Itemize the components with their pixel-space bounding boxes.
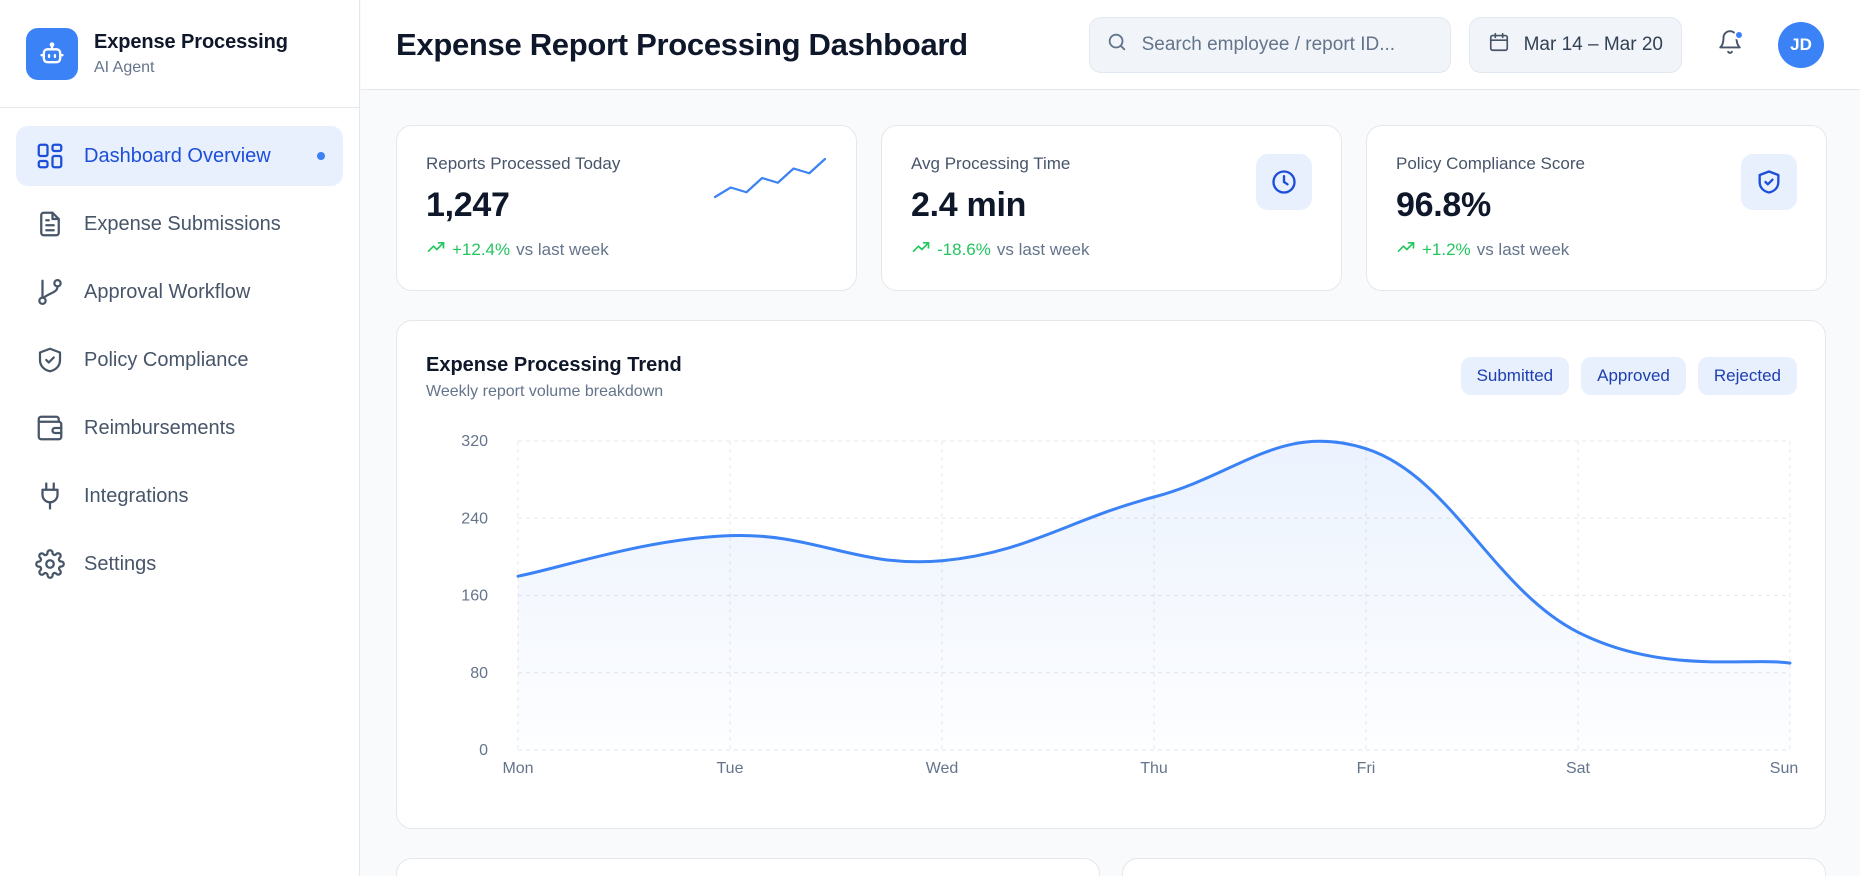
- sidebar-item-label: Reimbursements: [84, 416, 236, 439]
- legend-rejected[interactable]: Rejected: [1697, 357, 1797, 395]
- notifications-button[interactable]: [1710, 25, 1750, 65]
- x-tick-label: Sat: [1566, 760, 1591, 777]
- stat-delta-suffix: vs last week: [996, 239, 1090, 259]
- top-header: Expense Report Processing Dashboard Mar …: [361, 0, 1860, 90]
- stat-label: Reports Processed Today: [426, 154, 621, 173]
- chart-subtitle: Weekly report volume breakdown: [426, 383, 664, 400]
- stat-delta-suffix: vs last week: [516, 239, 609, 259]
- brand-subtitle: AI Agent: [94, 58, 155, 76]
- sidebar-item-label: Settings: [84, 552, 157, 575]
- sidebar-item-reimbursements[interactable]: Reimbursements: [16, 398, 343, 458]
- trend-line: [516, 439, 1792, 665]
- chart-legend: Submitted Approved Rejected: [1449, 357, 1797, 395]
- y-tick-label: 160: [461, 588, 488, 605]
- stat-delta: -18.6% vs last week: [911, 237, 1312, 262]
- sidebar-item-label: Integrations: [84, 484, 189, 507]
- bottom-card-left: [396, 858, 1100, 876]
- y-tick-label: 320: [461, 433, 488, 450]
- bell-icon: [1717, 29, 1743, 60]
- stat-delta-suffix: vs last week: [1476, 239, 1570, 259]
- trend-area: [518, 441, 1790, 750]
- clock-icon: [1256, 154, 1312, 210]
- stat-delta: +1.2% vs last week: [1396, 237, 1797, 262]
- y-tick-label: 0: [479, 742, 488, 759]
- sidebar-item-expense-submissions[interactable]: Expense Submissions: [16, 194, 343, 254]
- trend-up-icon: [426, 237, 446, 262]
- trend-up-icon: [1396, 237, 1416, 262]
- stat-value: 2.4 min: [911, 186, 1027, 224]
- date-range-picker[interactable]: Mar 14 – Mar 20: [1468, 16, 1682, 73]
- sidebar-nav: Dashboard Overview Expense Submissions: [0, 108, 359, 620]
- sidebar-item-label: Approval Workflow: [84, 280, 251, 303]
- shield-check-icon: [1741, 154, 1797, 210]
- search-input[interactable]: [1141, 33, 1434, 56]
- x-tick-label: Fri: [1357, 760, 1376, 777]
- stat-value: 1,247: [426, 186, 510, 224]
- chart-title: Expense Processing Trend: [426, 354, 682, 376]
- legend-submitted[interactable]: Submitted: [1460, 357, 1570, 395]
- active-indicator-dot: [317, 152, 325, 160]
- sparkline-chart: [713, 157, 827, 199]
- stat-label: Policy Compliance Score: [1396, 154, 1585, 173]
- stat-card-avg-processing-time: Avg Processing Time 2.4 min -18.6% vs la…: [881, 125, 1342, 291]
- stat-card-reports-processed: Reports Processed Today 1,247 +12.4% vs …: [396, 125, 857, 291]
- wallet-icon: [34, 412, 66, 444]
- sparkline-line: [713, 157, 827, 199]
- sidebar-item-policy-compliance[interactable]: Policy Compliance: [16, 330, 343, 390]
- sidebar-item-label: Policy Compliance: [84, 348, 249, 371]
- legend-approved[interactable]: Approved: [1581, 357, 1686, 395]
- sidebar-item-approval-workflow[interactable]: Approval Workflow: [16, 262, 343, 322]
- stat-label: Avg Processing Time: [911, 154, 1071, 173]
- trend-chart: 0 80 160 240 320 Mon Tue Wed Thu Fri Sat Sun: [461, 433, 1798, 777]
- brand-title: Expense Processing: [94, 30, 288, 53]
- stat-delta-value: +12.4%: [452, 239, 511, 259]
- dashboard-icon: [34, 140, 66, 172]
- trend-up-icon: [911, 237, 931, 262]
- search-icon: [1106, 31, 1128, 58]
- x-tick-label: Sun: [1770, 760, 1798, 777]
- x-tick-label: Mon: [502, 760, 533, 777]
- avatar[interactable]: JD: [1778, 21, 1824, 68]
- document-icon: [34, 208, 66, 240]
- brand: Expense Processing AI Agent: [0, 0, 359, 108]
- sidebar-item-integrations[interactable]: Integrations: [16, 466, 343, 526]
- sidebar-item-label: Expense Submissions: [84, 212, 281, 235]
- plug-icon: [34, 480, 66, 512]
- sidebar-item-label: Dashboard Overview: [84, 144, 271, 167]
- sidebar-item-dashboard-overview[interactable]: Dashboard Overview: [16, 126, 343, 186]
- robot-icon: [26, 27, 78, 80]
- bottom-card-right: [1122, 858, 1826, 876]
- notification-badge: [1734, 29, 1744, 40]
- x-tick-label: Thu: [1140, 760, 1168, 777]
- x-tick-label: Wed: [926, 760, 959, 777]
- page-title: Expense Report Processing Dashboard: [396, 26, 968, 62]
- y-tick-label: 80: [470, 665, 488, 682]
- stat-delta: +12.4% vs last week: [426, 237, 827, 262]
- x-tick-label: Tue: [717, 760, 744, 777]
- date-range-label: Mar 14 – Mar 20: [1523, 33, 1663, 55]
- y-tick-label: 240: [461, 510, 488, 527]
- gear-icon: [34, 548, 66, 580]
- stat-card-policy-compliance: Policy Compliance Score 96.8% +1.2% vs l…: [1366, 125, 1827, 291]
- git-branch-icon: [34, 276, 66, 308]
- expense-trend-card: Expense Processing Trend Weekly report v…: [396, 320, 1826, 829]
- calendar-icon: [1488, 31, 1510, 58]
- stat-delta-value: +1.2%: [1422, 239, 1471, 259]
- stat-delta-value: -18.6%: [937, 239, 991, 259]
- sidebar: Expense Processing AI Agent Dashboard Ov…: [0, 0, 360, 876]
- shield-check-icon: [34, 344, 66, 376]
- search-box[interactable]: [1088, 16, 1451, 73]
- sidebar-item-settings[interactable]: Settings: [16, 534, 343, 594]
- stat-value: 96.8%: [1396, 186, 1491, 224]
